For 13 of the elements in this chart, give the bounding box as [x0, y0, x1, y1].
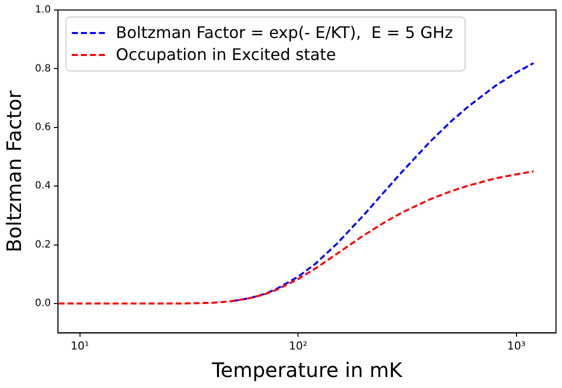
x-tick-label: 10³ — [507, 339, 526, 352]
y-tick-label: 0.6 — [34, 122, 51, 133]
y-tick-label: 0.2 — [34, 239, 51, 250]
y-tick-label: 0.8 — [34, 63, 51, 74]
legend-label: Boltzman Factor = exp(- E/KT), E = 5 GHz — [116, 23, 454, 42]
x-axis-title: Temperature in mK — [210, 358, 403, 382]
y-axis-title: Boltzman Factor — [2, 90, 26, 252]
x-tick-label: 10² — [288, 339, 308, 352]
legend-label: Occupation in Excited state — [116, 45, 336, 64]
x-tick-label: 10¹ — [70, 339, 89, 352]
y-tick-label: 0.0 — [34, 298, 51, 310]
y-tick-label: 0.4 — [34, 180, 51, 192]
y-tick-label: 1.0 — [34, 4, 51, 16]
